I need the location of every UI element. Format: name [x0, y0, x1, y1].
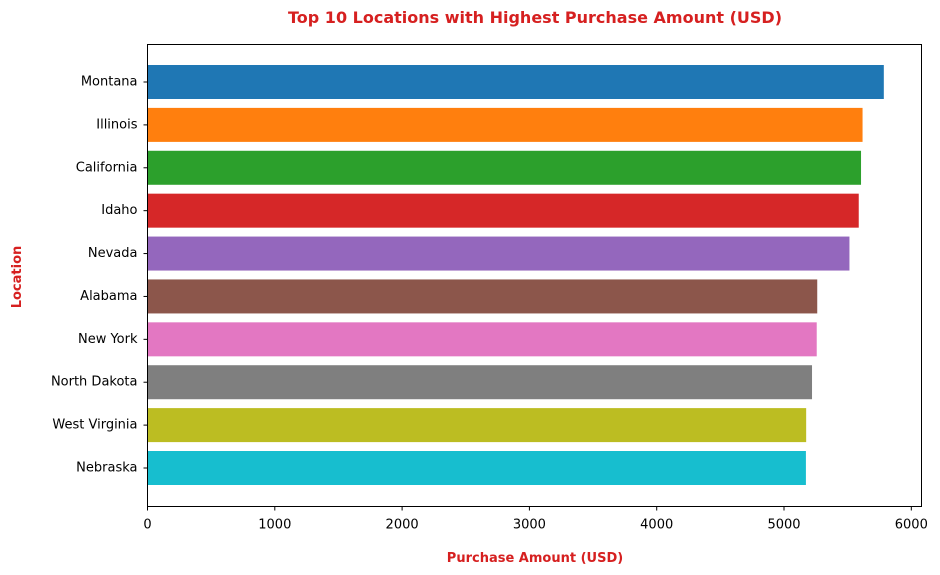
bar-alabama [147, 279, 818, 314]
x-tick-label: 0 [143, 518, 151, 533]
y-tick-label: Illinois [96, 117, 137, 132]
bar-nevada [147, 236, 850, 271]
bar-nebraska [147, 451, 806, 485]
y-axis: Montana Illinois California Idaho Nevada Alab… [51, 75, 148, 476]
y-tick-label: West Virginia [52, 418, 137, 433]
y-tick-label: Nebraska [76, 461, 137, 476]
x-tick-label: 3000 [513, 518, 546, 533]
bar-west-virginia [147, 408, 807, 443]
bar-california [147, 150, 862, 185]
x-tick-label: 1000 [258, 518, 291, 533]
y-tick-label: Montana [81, 75, 138, 90]
x-tick-label: 5000 [767, 518, 800, 533]
y-axis-label: Location [10, 246, 25, 309]
x-tick-label: 2000 [386, 518, 419, 533]
x-tick-label: 4000 [640, 518, 673, 533]
bar-north-dakota [147, 365, 813, 400]
bar-montana [147, 65, 884, 99]
y-tick-label: Nevada [88, 246, 138, 261]
y-tick-label: New York [78, 332, 138, 347]
bar-idaho [147, 193, 859, 228]
bar-illinois [147, 107, 863, 142]
x-axis-label: Purchase Amount (USD) [447, 551, 623, 566]
y-tick-label: North Dakota [51, 375, 138, 390]
x-tick-label: 6000 [895, 518, 928, 533]
plot-area [147, 65, 884, 485]
x-axis: 0 1000 2000 3000 4000 5000 6000 [143, 506, 928, 533]
chart-title: Top 10 Locations with Highest Purchase A… [288, 8, 782, 27]
y-tick-label: Alabama [80, 289, 137, 304]
bar-new-york [147, 322, 817, 357]
y-tick-label: California [76, 160, 138, 175]
y-tick-label: Idaho [101, 203, 137, 218]
plot-frame [147, 44, 922, 507]
